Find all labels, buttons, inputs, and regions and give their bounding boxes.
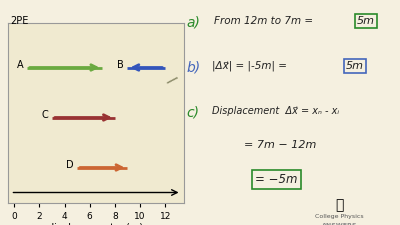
Text: 🎓: 🎓 bbox=[335, 198, 344, 212]
Text: D: D bbox=[66, 160, 73, 170]
Text: /: / bbox=[165, 73, 178, 87]
Text: = 7m − 12m: = 7m − 12m bbox=[244, 140, 317, 149]
Text: = −5m: = −5m bbox=[255, 173, 298, 186]
X-axis label: displacement x (m): displacement x (m) bbox=[48, 223, 144, 225]
Text: C: C bbox=[42, 110, 48, 120]
Text: |Δx⃗| = |-5m| =: |Δx⃗| = |-5m| = bbox=[212, 61, 287, 71]
Text: B: B bbox=[117, 60, 124, 70]
Text: From 12m to 7m =: From 12m to 7m = bbox=[214, 16, 313, 26]
Text: ANSWERS: ANSWERS bbox=[322, 223, 357, 225]
Text: 5m: 5m bbox=[346, 61, 364, 71]
Text: 5m: 5m bbox=[357, 16, 375, 26]
Text: b): b) bbox=[186, 61, 200, 75]
Text: 2PE: 2PE bbox=[10, 16, 28, 26]
Text: A: A bbox=[16, 60, 23, 70]
Text: Displacement  Δx⃗ = xₙ - xᵢ: Displacement Δx⃗ = xₙ - xᵢ bbox=[212, 106, 339, 116]
Text: College Physics: College Physics bbox=[315, 214, 364, 219]
Text: a): a) bbox=[186, 16, 200, 30]
Text: c): c) bbox=[186, 106, 199, 120]
